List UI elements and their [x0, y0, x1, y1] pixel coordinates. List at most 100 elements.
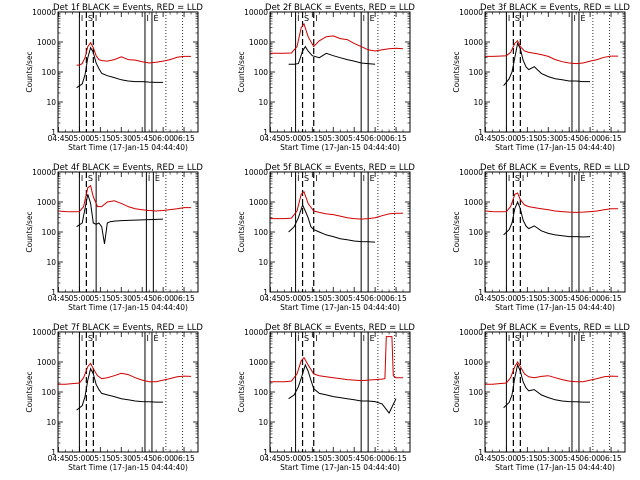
x-tick-label: 05:30 [110, 454, 132, 463]
y-tick-label: 1000 [464, 198, 483, 207]
x-tick-label: 05:00 [281, 294, 303, 303]
series-events-line [503, 363, 591, 409]
x-tick-label: 06:00 [152, 294, 174, 303]
x-tick-label: 06:15 [600, 294, 622, 303]
marker-label: I [508, 334, 510, 343]
marker-label: E [580, 334, 585, 343]
detector-panel-8: Det 8f BLACK = Events, RED = LLD 1 10 100 10… [237, 323, 415, 472]
x-tick-label: 05:45 [558, 454, 580, 463]
y-tick-label: 10000 [32, 328, 56, 337]
marker-label: I [81, 14, 83, 23]
y-tick-label: 1000 [37, 38, 56, 47]
y-tick-label: 100 [469, 228, 484, 237]
x-tick-label: 05:15 [90, 454, 112, 463]
marker-label: E [370, 14, 375, 23]
detector-panel-5: Det 5f BLACK = Events, RED = LLD 1 10 100 10… [237, 163, 415, 312]
y-tick-label: 10000 [459, 168, 483, 177]
marker-label: I [148, 174, 150, 183]
series-lld-line [485, 361, 619, 385]
y-tick-label: 10 [46, 98, 56, 107]
x-tick-label: 05:30 [537, 294, 559, 303]
series-events-line [76, 194, 164, 244]
x-tick-label: 05:00 [496, 454, 518, 463]
x-tick-label: 05:45 [131, 134, 153, 143]
y-axis-label: Counts/sec [25, 51, 34, 92]
panel-title: Det 4f BLACK = Events, RED = LLD [53, 163, 203, 173]
x-tick-label: 05:30 [110, 294, 132, 303]
marker-label: I [95, 334, 97, 343]
x-tick-label: 06:00 [579, 454, 601, 463]
y-axis-label: Counts/sec [452, 371, 461, 412]
marker-label: S [88, 174, 93, 183]
x-tick-label: 05:30 [322, 294, 344, 303]
y-tick-label: 100 [469, 388, 484, 397]
y-tick-label: 1000 [249, 358, 268, 367]
y-tick-label: 10000 [459, 328, 483, 337]
y-axis-label: Counts/sec [25, 211, 34, 252]
x-tick-label: 04:45 [260, 454, 282, 463]
y-tick-label: 10 [258, 418, 268, 427]
marker-label: I [81, 334, 83, 343]
y-tick-label: 1 [478, 448, 483, 457]
x-tick-label: 05:15 [517, 454, 539, 463]
marker-label: I [81, 174, 83, 183]
x-tick-label: 06:15 [385, 454, 407, 463]
x-tick-label: 06:15 [600, 454, 622, 463]
x-tick-label: 05:30 [537, 454, 559, 463]
y-axis-label: Counts/sec [237, 371, 246, 412]
marker-label: I [363, 14, 365, 23]
x-tick-label: 05:45 [131, 294, 153, 303]
marker-label: I [508, 174, 510, 183]
y-axis-label: Counts/sec [25, 371, 34, 412]
y-tick-label: 10000 [32, 8, 56, 17]
x-tick-label: 05:15 [302, 294, 324, 303]
marker-label: I [315, 174, 317, 183]
series-lld-line [76, 41, 191, 66]
series-lld-line [270, 22, 404, 54]
y-axis-label: Counts/sec [237, 51, 246, 92]
series-events-line [76, 367, 164, 411]
x-tick-label: 05:00 [69, 294, 91, 303]
x-tick-label: 05:15 [90, 134, 112, 143]
x-tick-label: 05:30 [537, 134, 559, 143]
panel-title: Det 1f BLACK = Events, RED = LLD [53, 3, 203, 13]
marker-label: E [370, 334, 375, 343]
x-tick-label: 06:00 [364, 294, 386, 303]
marker-label: I [522, 14, 524, 23]
y-tick-label: 100 [42, 228, 57, 237]
marker-label: E [580, 14, 585, 23]
x-tick-label: 06:15 [173, 294, 195, 303]
series-lld-line [485, 39, 618, 65]
x-tick-label: 04:45 [260, 294, 282, 303]
marker-label: I [573, 174, 575, 183]
series-lld-line [485, 192, 618, 213]
x-tick-label: 04:45 [260, 134, 282, 143]
x-tick-label: 06:00 [152, 454, 174, 463]
x-tick-label: 05:15 [517, 134, 539, 143]
x-tick-label: 06:15 [173, 454, 195, 463]
x-axis-label: Start Time (17-Jan-15 04:44:40) [495, 303, 615, 312]
series-events-line [288, 363, 397, 414]
y-tick-label: 10000 [244, 8, 268, 17]
y-axis-label: Counts/sec [237, 211, 246, 252]
series-events-line [76, 46, 164, 89]
plot-frame [269, 331, 411, 453]
x-tick-label: 05:00 [496, 294, 518, 303]
marker-label: S [515, 14, 520, 23]
x-tick-label: 04:45 [48, 294, 70, 303]
x-tick-label: 06:00 [579, 134, 601, 143]
x-tick-label: 04:45 [48, 454, 70, 463]
marker-label: I [522, 174, 524, 183]
x-tick-label: 05:15 [302, 134, 324, 143]
x-axis-label: Start Time (17-Jan-15 04:44:40) [280, 143, 400, 152]
y-tick-label: 1000 [464, 38, 483, 47]
x-axis-label: Start Time (17-Jan-15 04:44:40) [495, 463, 615, 472]
marker-label: S [304, 334, 309, 343]
x-tick-label: 06:00 [579, 294, 601, 303]
x-tick-label: 05:00 [69, 454, 91, 463]
panel-title: Det 2f BLACK = Events, RED = LLD [265, 3, 415, 13]
x-axis-label: Start Time (17-Jan-15 04:44:40) [495, 143, 615, 152]
y-tick-label: 10 [473, 98, 483, 107]
y-tick-label: 100 [254, 68, 269, 77]
